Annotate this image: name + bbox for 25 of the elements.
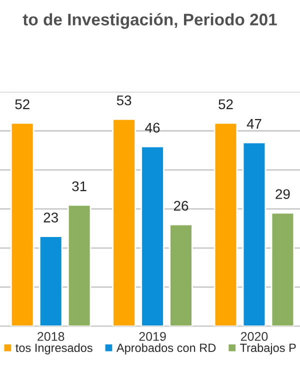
data-label: 52 — [218, 99, 233, 110]
legend-label: Trabajos P — [240, 343, 296, 354]
bar — [270, 212, 295, 326]
x-tick-label: 2020 — [240, 332, 268, 341]
bar — [169, 224, 193, 326]
data-label: 31 — [72, 181, 86, 192]
data-label: 52 — [15, 99, 30, 110]
x-tick-label: 2018 — [38, 332, 64, 341]
legend-label: tos Ingresados — [16, 343, 92, 354]
data-label: 46 — [145, 122, 160, 133]
bar — [38, 236, 63, 326]
data-label: 29 — [276, 189, 290, 200]
bar — [140, 146, 164, 326]
legend-label: Aprobados con RD — [116, 343, 216, 354]
bar — [67, 204, 92, 326]
data-label: 47 — [246, 119, 262, 129]
data-label: 53 — [116, 95, 132, 106]
data-label: 23 — [44, 212, 58, 222]
bar — [242, 142, 266, 326]
chart-title: to de Investigación, Periodo 201 — [22, 13, 277, 29]
bar — [112, 118, 136, 326]
bar — [214, 122, 238, 326]
bar — [10, 122, 34, 326]
data-label: 26 — [174, 200, 188, 211]
x-tick-label: 2019 — [139, 332, 166, 341]
